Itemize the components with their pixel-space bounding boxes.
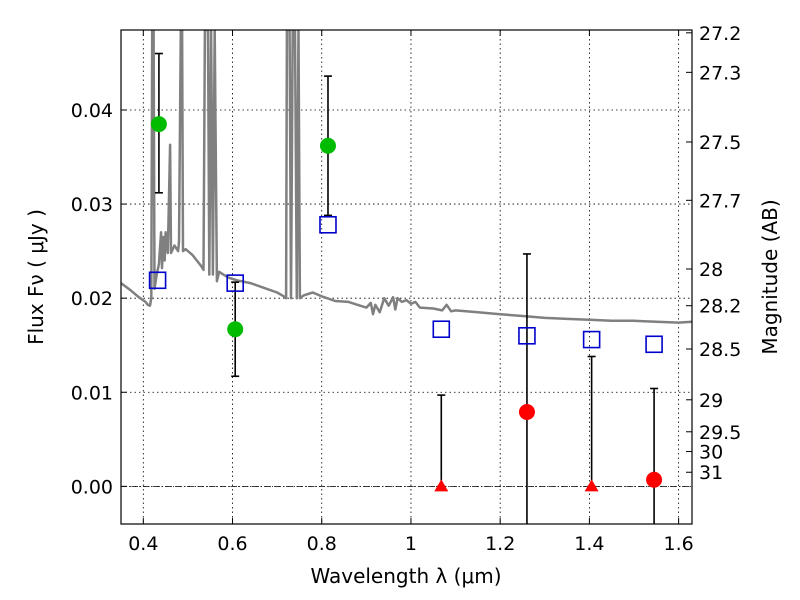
model-flux-point [432, 320, 451, 339]
right-axis-label: Magnitude (AB) [758, 199, 782, 354]
model-flux-point [226, 274, 244, 292]
x-tick-label: 0.8 [307, 533, 337, 555]
upper-limit-point [434, 479, 449, 492]
x-tick-label: 1.6 [664, 533, 694, 555]
right-tick-label: 31 [699, 462, 723, 484]
model-spectrum-line [121, 30, 692, 324]
y-tick-label: 0.01 [71, 382, 113, 404]
model-flux-point [645, 335, 663, 354]
flux-point [227, 321, 244, 338]
axis-ticks [121, 30, 692, 524]
model-flux-point [582, 330, 601, 349]
flux-point [646, 471, 663, 488]
right-tick-label: 29.5 [699, 422, 741, 444]
x-tick-label: 1 [405, 533, 417, 555]
flux-point [518, 404, 535, 421]
y-tick-label: 0.00 [71, 476, 113, 498]
upper-limit-point [584, 479, 599, 492]
x-tick-label: 0.4 [128, 533, 158, 555]
y-tick-label: 0.04 [71, 100, 113, 122]
right-tick-label: 28 [699, 259, 723, 281]
x-tick-label: 1.2 [485, 533, 515, 555]
x-axis-label: Wavelength λ (μm) [310, 564, 501, 588]
x-tick-label: 0.6 [217, 533, 247, 555]
plot-frame [120, 29, 693, 525]
right-tick-label: 29 [699, 390, 723, 412]
y-tick-label: 0.03 [71, 194, 113, 216]
model-flux-point [518, 327, 536, 345]
model-flux-point [319, 215, 337, 234]
data-marks [148, 52, 663, 524]
right-tick-label: 28.5 [699, 339, 741, 361]
right-tick-label: 30 [699, 442, 723, 464]
flux-point [150, 116, 167, 133]
x-tick-label: 1.4 [574, 533, 604, 555]
tick-labels: 0.4 0.6 0.8 1 1.2 1.4 1.6 0.00 0.01 0.02 0.03 0.04 2… [71, 23, 742, 555]
right-tick-label: 27.5 [699, 132, 741, 154]
right-tick-label: 28.2 [699, 296, 741, 318]
y-tick-label: 0.02 [71, 288, 113, 310]
flux-point [319, 137, 336, 154]
plot-area [121, 30, 692, 524]
right-tick-label: 27.3 [699, 62, 741, 84]
model-flux-point [148, 271, 167, 290]
right-tick-label: 27.7 [699, 190, 741, 212]
right-tick-label: 27.2 [699, 23, 741, 45]
y-axis-label: Flux Fν ( μJy ) [24, 209, 48, 345]
